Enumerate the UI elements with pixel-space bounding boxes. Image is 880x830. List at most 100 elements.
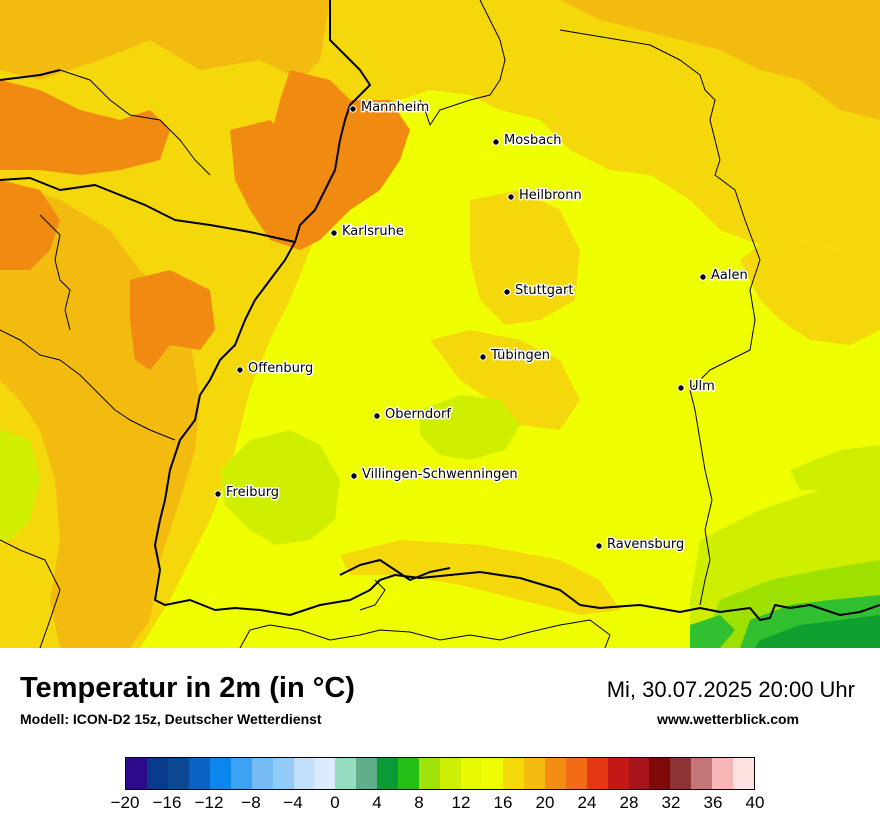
color-swatch [544,758,566,789]
city-label-stuttgart: Stuttgart [515,283,573,298]
color-swatch [586,758,608,789]
scale-tick-label: 12 [451,793,471,812]
cool-zone-east [790,445,880,490]
color-swatch [502,758,524,789]
hot-zone-pfalz [0,180,60,270]
scale-tick-label: −16 [152,793,182,812]
city-marker-ravensburg [595,542,603,550]
city-marker-heilbronn [507,193,515,201]
city-marker-karlsruhe [330,229,338,237]
city-label-karlsruhe: Karlsruhe [342,224,404,239]
warm-zone-east [740,240,880,345]
city-label-heilbronn: Heilbronn [519,188,582,203]
color-swatch [649,758,671,789]
inner-border-lake [359,579,386,611]
color-swatch [565,758,587,789]
warm-zone-lake [340,540,620,615]
warmer-zone-north-east [560,0,880,120]
cool-zone-alb [420,395,520,460]
color-swatch [440,758,461,789]
cool-zone-black-forest [220,430,340,545]
color-swatch [209,758,231,789]
scale-tick-label: 20 [535,793,555,812]
city-marker-oberndorf [373,412,381,420]
rhine-border [0,177,880,621]
color-swatch [733,758,755,789]
color-swatch [481,758,503,789]
city-label-ravensburg: Ravensburg [607,537,684,552]
scale-tick-label: 8 [414,793,424,812]
city-label-mosbach: Mosbach [504,133,562,148]
city-marker-ulm [677,384,685,392]
city-label-aalen: Aalen [711,268,748,283]
city-marker-tübingen [479,353,487,361]
model-info: Modell: ICON-D2 15z, Deutscher Wetterdie… [20,711,322,727]
color-swatch [691,758,713,789]
map-canvas: Mannheim Mosbach Heilbronn Karlsruhe Aalen St… [0,0,880,648]
hot-zone-alsace [130,270,215,370]
warm-zone-neckar [430,330,580,430]
color-swatch [251,758,273,789]
temperature-map: Mannheim Mosbach Heilbronn Karlsruhe Aalen St… [0,0,880,648]
lake-constance [339,559,451,581]
city-label-ulm: Ulm [689,379,715,394]
darkgreen-zone-alps [755,615,880,648]
map-footer: Temperatur in 2m (in °C) Modell: ICON-D2… [0,648,880,830]
warmer-zone-north-west [0,0,330,80]
inner-border-vosges [39,214,71,331]
color-swatch [607,758,629,789]
hot-zone-karlsruhe [230,120,290,210]
scale-tick-label: 36 [703,793,723,812]
city-marker-villingen-schwenningen [350,472,358,480]
inner-border-southwest [0,329,176,441]
color-swatch [398,758,420,789]
inner-border-swiss [0,539,61,648]
color-swatch [377,758,399,789]
scale-tick-label: 28 [619,793,639,812]
city-label-villingen-schwenningen: Villingen-Schwenningen [362,467,518,482]
city-marker-offenburg [236,366,244,374]
color-swatch [167,758,189,789]
scale-tick-label: −12 [194,793,224,812]
color-swatch [335,758,357,789]
city-label-mannheim: Mannheim [361,100,429,115]
green-zone-vorarlberg [690,615,735,648]
color-swatch [188,758,210,789]
color-swatch [712,758,734,789]
color-swatch [146,758,168,789]
city-marker-stuttgart [503,288,511,296]
city-label-freiburg: Freiburg [226,485,279,500]
city-label-oberndorf: Oberndorf [385,407,451,422]
website-link[interactable]: www.wetterblick.com [657,711,799,727]
color-swatch [293,758,315,789]
inner-border-swiss-east [239,619,611,648]
color-swatch [272,758,294,789]
forecast-datetime: Mi, 30.07.2025 20:00 Uhr [606,677,855,702]
warm-zone-stuttgart [470,190,580,325]
city-marker-aalen [699,273,707,281]
color-swatch [523,758,545,789]
hot-zone-west [0,80,170,175]
city-label-tübingen: Tübingen [490,348,550,363]
scale-tick-label: −8 [241,793,261,812]
scale-tick-label: 0 [330,793,340,812]
borders [0,0,880,648]
cool-zone-south-west [0,430,40,540]
north-border [294,0,371,243]
color-swatch [628,758,650,789]
city-marker-freiburg [214,490,222,498]
color-swatch [314,758,336,789]
scale-tick-label: 16 [493,793,513,812]
color-scale-ticks: −20 −16 −12 −8 −4 0 4 8 12 16 20 24 28 32 36 40 [0,793,880,817]
scale-tick-label: −20 [110,793,140,812]
map-title: Temperatur in 2m (in °C) [20,672,355,704]
city-label-offenburg: Offenburg [248,361,313,376]
city-marker-mosbach [492,138,500,146]
city-marker-mannheim [349,105,357,113]
scale-tick-label: 24 [577,793,597,812]
color-swatch [419,758,441,789]
hot-zone-upper-rhine [250,70,410,250]
warm-zone-north [0,0,880,648]
scale-tick-label: −4 [283,793,303,812]
scale-tick-label: 40 [745,793,765,812]
